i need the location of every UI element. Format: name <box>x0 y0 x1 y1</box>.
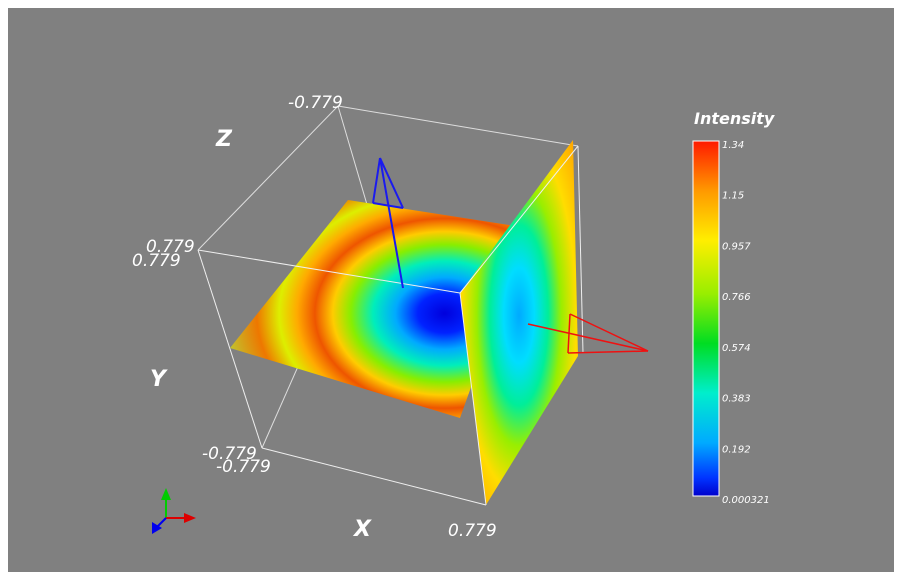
x-axis-label: X <box>352 517 372 542</box>
triad-z-arrow-icon <box>152 522 162 534</box>
bound-label-left-a: 0.779 <box>146 237 195 257</box>
color-legend-tick-label: 1.34 <box>722 140 744 151</box>
3d-scene[interactable]: Z Y X -0.779 0.779 0.779 -0.779 -0.779 0… <box>8 8 894 572</box>
color-legend-tick-label: 0.574 <box>722 343 751 354</box>
bound-label-bottom-left-b: -0.779 <box>216 457 271 477</box>
orientation-triad[interactable] <box>152 488 196 534</box>
vertical-slice[interactable] <box>460 140 578 505</box>
triad-x-arrow-icon <box>184 513 196 523</box>
color-legend-tick-label: 0.192 <box>722 444 751 455</box>
color-legend-ticks: 1.34 1.15 0.957 0.766 0.574 0.383 0.192 0.00032… <box>722 140 770 506</box>
color-legend: Intensity 1.34 1.15 0.957 0.766 0.574 0.383 0.… <box>692 109 775 506</box>
z-arrow-glyph <box>372 157 404 289</box>
render-viewport[interactable]: Z Y X -0.779 0.779 0.779 -0.779 -0.779 0… <box>8 8 894 572</box>
y-axis-label: Y <box>150 367 168 392</box>
triad-y-arrow-icon <box>161 488 171 500</box>
bounding-box-front <box>197 145 584 506</box>
x-arrow-glyph <box>527 313 649 354</box>
horizontal-slice[interactable] <box>230 200 528 418</box>
color-legend-title: Intensity <box>694 109 775 128</box>
color-legend-tick-label: 1.15 <box>722 191 744 202</box>
color-legend-tick-label: 0.383 <box>722 394 751 405</box>
bound-label-top: -0.779 <box>288 93 343 113</box>
color-legend-bar <box>692 140 720 497</box>
bound-label-bottom-right: 0.779 <box>448 521 497 541</box>
color-legend-tick-label: 0.766 <box>722 292 751 303</box>
color-legend-tick-label: 0.000321 <box>722 495 770 506</box>
z-axis-label: Z <box>215 127 233 152</box>
bound-label-bottom-left-a: -0.779 <box>202 444 257 464</box>
bound-label-left-b: 0.779 <box>132 251 181 271</box>
color-legend-tick-label: 0.957 <box>722 241 751 252</box>
